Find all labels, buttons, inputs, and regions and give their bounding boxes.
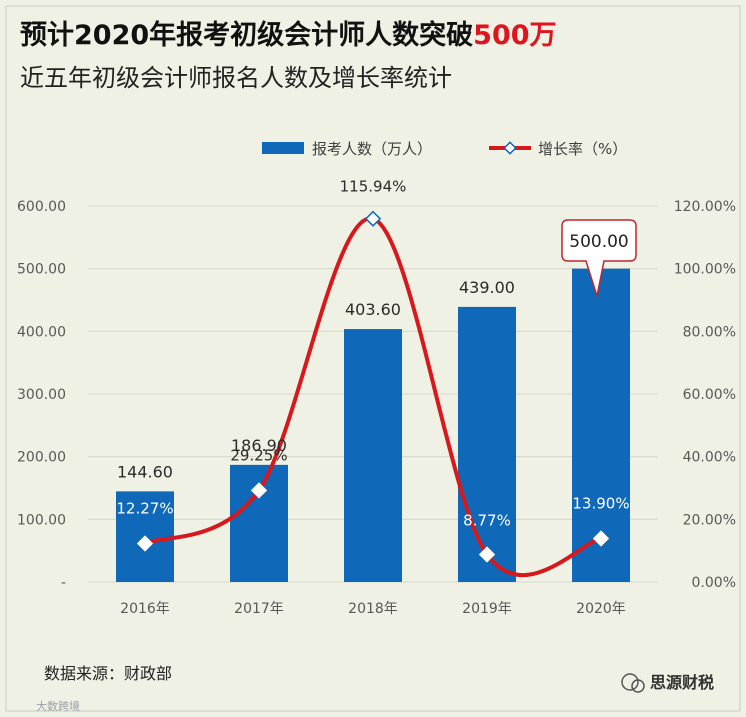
bar-value-label: 186.90 xyxy=(231,436,287,455)
y-tick-left: 400.00 xyxy=(17,324,66,340)
y-tick-left: 500.00 xyxy=(17,262,66,278)
rate-value-label: 8.77% xyxy=(463,512,511,530)
rate-point xyxy=(250,482,268,499)
y-tick-right: 20.00% xyxy=(683,512,736,528)
x-tick-label: 2020年 xyxy=(576,601,626,617)
x-tick-label: 2018年 xyxy=(348,601,398,617)
x-tick-label: 2017年 xyxy=(234,601,284,617)
x-tick-label: 2019年 xyxy=(462,601,512,617)
title-line1: 预计2020年报考初级会计师人数突破500万 xyxy=(20,19,557,51)
title-line2: 近五年初级会计师报名人数及增长率统计 xyxy=(20,64,452,92)
rate-line-series xyxy=(136,210,610,578)
y-tick-right: 60.00% xyxy=(683,387,736,403)
frame-border xyxy=(5,5,741,712)
bar-series xyxy=(116,268,630,582)
legend-line-label: 增长率（%） xyxy=(538,140,627,158)
wechat-icon-small xyxy=(631,679,645,693)
y-tick-left: 200.00 xyxy=(17,450,66,466)
source-note: 数据来源：财政部 xyxy=(44,664,172,683)
watermark-brand-text: 思源财税 xyxy=(650,673,714,692)
y-tick-right: 80.00% xyxy=(683,324,736,340)
callout-2020: 500.00 xyxy=(561,219,637,297)
rate-value-label: 115.94% xyxy=(340,178,407,196)
callout-bubble xyxy=(561,219,637,297)
y-tick-right: 100.00% xyxy=(674,262,736,278)
bar-value-label: 439.00 xyxy=(459,278,515,297)
rate-value-label: 12.27% xyxy=(116,500,173,518)
legend: 报考人数（万人） 增长率（%） xyxy=(262,140,627,158)
title-line1-prefix: 预计2020年报考初级会计师人数突破 xyxy=(20,19,473,51)
rate-value-label: 13.90% xyxy=(572,494,629,512)
bar xyxy=(458,306,516,582)
y-tick-right: 120.00% xyxy=(674,199,736,215)
bar xyxy=(344,329,402,582)
rate-point xyxy=(478,546,496,563)
y-axis-right-ticks: 0.00% 20.00% 40.00% 60.00% 80.00% 100.00% 120.… xyxy=(674,199,736,591)
bar-value-label: 403.60 xyxy=(345,300,401,319)
y-tick-right: 40.00% xyxy=(683,450,736,466)
x-tick-label: 2016年 xyxy=(120,601,170,617)
rate-value-label: 29.25% xyxy=(230,446,287,464)
rate-point xyxy=(136,535,154,552)
watermark-brand: 思源财税 xyxy=(621,673,714,693)
wechat-icon xyxy=(621,673,639,691)
bar-value-label: 144.60 xyxy=(117,462,173,481)
legend-bar-label: 报考人数（万人） xyxy=(312,140,432,158)
rate-value-labels: 12.27% 29.25% 115.94% 8.77% 13.90% xyxy=(116,178,629,530)
callout-value: 500.00 xyxy=(569,232,628,252)
rate-point xyxy=(364,210,382,227)
y-axis-left-ticks: - 100.00 200.00 300.00 400.00 500.00 600.00 xyxy=(17,199,66,591)
bar-value-labels: 144.60 186.90 403.60 439.00 xyxy=(117,278,515,481)
legend-line-marker xyxy=(503,141,517,155)
x-axis-ticks: 2016年 2017年 2018年 2019年 2020年 xyxy=(120,601,626,617)
y-tick-left: 600.00 xyxy=(17,199,66,215)
y-tick-left: 300.00 xyxy=(17,387,66,403)
y-tick-right: 0.00% xyxy=(692,575,736,591)
watermark-corner: 大数跨境 xyxy=(36,699,80,713)
legend-bar-swatch xyxy=(262,142,304,154)
rate-point xyxy=(592,530,610,547)
title-line1-highlight: 500万 xyxy=(473,20,556,51)
y-tick-left: 100.00 xyxy=(17,512,66,528)
bar xyxy=(572,268,630,582)
y-tick-left: - xyxy=(61,575,66,591)
